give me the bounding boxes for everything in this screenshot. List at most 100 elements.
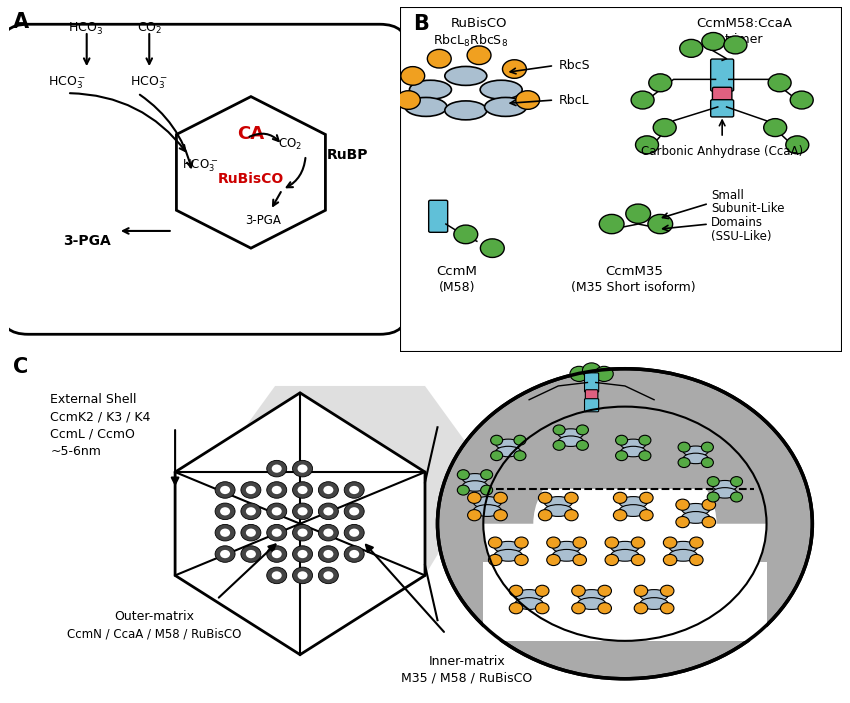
Text: RuBP: RuBP bbox=[326, 148, 368, 162]
Circle shape bbox=[663, 537, 677, 548]
Circle shape bbox=[272, 572, 281, 579]
Circle shape bbox=[272, 529, 281, 537]
Circle shape bbox=[631, 91, 655, 109]
Text: HCO$_3^-$: HCO$_3^-$ bbox=[68, 21, 105, 37]
Circle shape bbox=[489, 537, 502, 548]
Ellipse shape bbox=[577, 590, 606, 601]
Circle shape bbox=[292, 460, 313, 477]
Ellipse shape bbox=[515, 598, 543, 610]
Text: RbcL$_8$RbcS$_8$: RbcL$_8$RbcS$_8$ bbox=[433, 33, 507, 49]
Text: CcmM: CcmM bbox=[437, 265, 478, 278]
Circle shape bbox=[689, 537, 703, 548]
Ellipse shape bbox=[712, 488, 738, 498]
Ellipse shape bbox=[552, 541, 581, 553]
Ellipse shape bbox=[484, 98, 526, 117]
Circle shape bbox=[730, 477, 743, 486]
Circle shape bbox=[298, 507, 308, 515]
Circle shape bbox=[457, 485, 469, 495]
Text: (SSU-Like): (SSU-Like) bbox=[711, 230, 772, 243]
Circle shape bbox=[344, 524, 364, 541]
Text: RbcS: RbcS bbox=[558, 59, 590, 72]
Text: M35 / M58 / RuBisCO: M35 / M58 / RuBisCO bbox=[401, 672, 532, 685]
Ellipse shape bbox=[515, 590, 543, 601]
Circle shape bbox=[707, 492, 719, 502]
Circle shape bbox=[323, 550, 333, 558]
Circle shape bbox=[701, 458, 713, 467]
Circle shape bbox=[215, 524, 235, 541]
Circle shape bbox=[396, 91, 420, 110]
Text: B: B bbox=[413, 14, 428, 34]
Circle shape bbox=[246, 550, 256, 558]
Circle shape bbox=[536, 602, 549, 614]
Circle shape bbox=[663, 555, 677, 565]
Circle shape bbox=[595, 366, 613, 382]
Ellipse shape bbox=[445, 67, 487, 85]
Circle shape bbox=[701, 442, 713, 452]
Circle shape bbox=[454, 225, 478, 244]
Circle shape bbox=[678, 442, 690, 452]
Circle shape bbox=[480, 470, 493, 479]
Circle shape bbox=[626, 204, 650, 224]
Circle shape bbox=[598, 586, 611, 596]
Circle shape bbox=[680, 39, 703, 58]
Ellipse shape bbox=[669, 550, 697, 561]
Circle shape bbox=[323, 486, 333, 494]
Ellipse shape bbox=[682, 512, 710, 523]
Circle shape bbox=[241, 524, 261, 541]
Wedge shape bbox=[484, 406, 767, 524]
Text: CcmM35: CcmM35 bbox=[605, 265, 663, 278]
Circle shape bbox=[468, 492, 481, 503]
Circle shape bbox=[468, 510, 481, 521]
Circle shape bbox=[632, 537, 645, 548]
Ellipse shape bbox=[620, 439, 646, 450]
Text: CcmL / CcmO: CcmL / CcmO bbox=[50, 427, 135, 441]
Circle shape bbox=[246, 507, 256, 515]
Circle shape bbox=[768, 74, 791, 92]
Circle shape bbox=[538, 492, 552, 503]
Circle shape bbox=[702, 32, 725, 51]
Circle shape bbox=[576, 425, 588, 435]
Text: CO$_2$: CO$_2$ bbox=[278, 137, 302, 153]
Circle shape bbox=[272, 507, 281, 515]
Circle shape bbox=[634, 586, 648, 596]
Circle shape bbox=[298, 486, 308, 494]
Circle shape bbox=[514, 451, 526, 460]
FancyBboxPatch shape bbox=[484, 437, 767, 489]
Circle shape bbox=[292, 524, 313, 541]
Text: Inner-matrix: Inner-matrix bbox=[428, 654, 505, 668]
Ellipse shape bbox=[462, 474, 488, 484]
Polygon shape bbox=[177, 96, 326, 248]
Circle shape bbox=[267, 546, 286, 562]
Text: CcmM58:CcaA: CcmM58:CcaA bbox=[696, 18, 792, 30]
Circle shape bbox=[605, 555, 619, 565]
Circle shape bbox=[241, 482, 261, 498]
Text: HCO$_3^-$: HCO$_3^-$ bbox=[48, 75, 86, 91]
Ellipse shape bbox=[577, 598, 606, 610]
Circle shape bbox=[536, 586, 549, 596]
Circle shape bbox=[484, 406, 767, 641]
Ellipse shape bbox=[640, 598, 668, 610]
Circle shape bbox=[648, 214, 672, 233]
Circle shape bbox=[323, 572, 333, 579]
Circle shape bbox=[538, 510, 552, 521]
Ellipse shape bbox=[445, 101, 487, 120]
Circle shape bbox=[438, 368, 813, 679]
Circle shape bbox=[272, 550, 281, 558]
Circle shape bbox=[349, 486, 360, 494]
Ellipse shape bbox=[496, 439, 521, 450]
Text: (M58): (M58) bbox=[439, 281, 475, 294]
Ellipse shape bbox=[480, 80, 522, 99]
Circle shape bbox=[489, 555, 502, 565]
Circle shape bbox=[564, 492, 578, 503]
Circle shape bbox=[553, 425, 565, 435]
Circle shape bbox=[292, 567, 313, 583]
Text: Domains: Domains bbox=[711, 217, 763, 229]
Circle shape bbox=[634, 602, 648, 614]
Circle shape bbox=[636, 136, 659, 154]
Text: CO$_2$: CO$_2$ bbox=[137, 21, 162, 36]
Ellipse shape bbox=[558, 436, 583, 446]
Text: A: A bbox=[13, 12, 29, 32]
Circle shape bbox=[349, 529, 360, 537]
Circle shape bbox=[272, 486, 281, 494]
Text: 3-PGA: 3-PGA bbox=[63, 234, 110, 248]
